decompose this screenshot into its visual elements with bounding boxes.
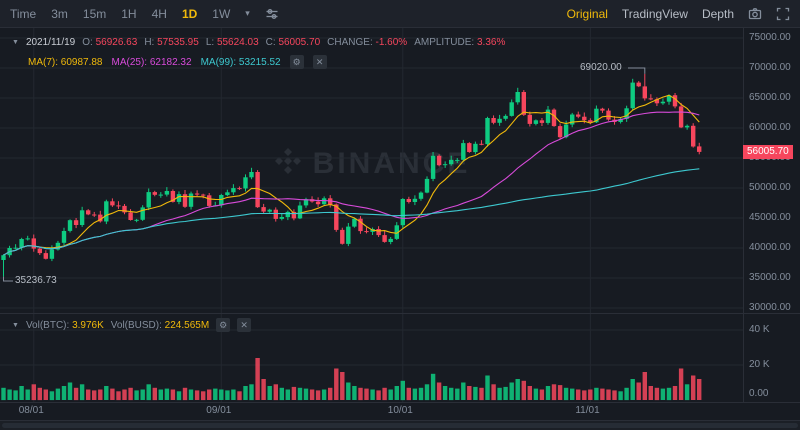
price-axis-label: 35000.00	[749, 272, 791, 283]
vol-busd-label: Vol(BUSD):	[110, 319, 162, 331]
candlestick-chart-canvas[interactable]	[0, 28, 800, 420]
volume-close-button[interactable]: ✕	[237, 318, 252, 332]
tab-tradingview[interactable]: TradingView	[621, 6, 688, 21]
price-axis-label: 30000.00	[749, 302, 791, 313]
interval-1h[interactable]: 1H	[121, 6, 137, 21]
vol-btc-value: 3.976K	[72, 319, 104, 331]
time-label: Time	[10, 6, 37, 21]
watermark-text: BINANCE	[312, 146, 471, 180]
ohlc-readout: ▼ 2021/11/19 O: 56926.63 H: 57535.95 L: …	[12, 37, 505, 48]
chart-area: BINANCE ▼ 2021/11/19 O: 56926.63 H: 5753…	[0, 28, 800, 420]
chevron-down-icon[interactable]: ▾	[245, 8, 250, 18]
amplitude-value: 3.36%	[476, 37, 506, 48]
time-axis-label: 09/01	[206, 405, 232, 416]
binance-watermark: BINANCE	[0, 146, 743, 181]
tab-original[interactable]: Original	[566, 6, 608, 21]
chart-toolbar: Time 3m 15m 1H 4H 1D 1W ▾ Original Tradi…	[0, 0, 800, 28]
price-axis-label: 70000.00	[749, 62, 791, 73]
ma25-value: 62182.32	[149, 56, 192, 68]
ma7-value: 60987.88	[60, 56, 103, 68]
interval-1w[interactable]: 1W	[212, 6, 231, 21]
open-value: 56926.63	[95, 37, 138, 48]
binance-logo-icon	[273, 146, 303, 181]
price-axis-label: 60000.00	[749, 122, 791, 133]
high-label: H:	[144, 37, 155, 48]
price-axis-label: 65000.00	[749, 92, 791, 103]
collapse-chevron-icon[interactable]: ▼	[12, 39, 19, 46]
vol-busd-value: 224.565M	[164, 319, 210, 331]
amplitude-label: AMPLITUDE:	[414, 37, 475, 48]
change-value: -1.60%	[375, 37, 408, 48]
ma99-value: 53215.52	[238, 56, 281, 68]
price-axis-label: 45000.00	[749, 212, 791, 223]
ma99-label: MA(99):	[200, 56, 237, 68]
low-value: 55624.03	[216, 37, 259, 48]
close-label: C:	[265, 37, 276, 48]
price-axis-label: 40000.00	[749, 242, 791, 253]
interval-15m[interactable]: 15m	[82, 6, 107, 21]
ma-close-button[interactable]: ✕	[312, 55, 327, 69]
high-value: 57535.95	[157, 37, 199, 48]
chart-scrollbar	[0, 420, 800, 430]
interval-3m[interactable]: 3m	[51, 6, 68, 21]
camera-icon[interactable]	[748, 7, 762, 21]
ma-settings-button[interactable]: ⚙	[289, 55, 304, 69]
interval-4h[interactable]: 4H	[151, 6, 167, 21]
time-axis-label: 10/01	[387, 405, 413, 416]
time-axis[interactable]: 08/01 09/01 10/01 11/01	[0, 405, 743, 420]
close-value: 56005.70	[278, 37, 321, 48]
ma25-label: MA(25):	[111, 56, 148, 68]
volume-settings-button[interactable]: ⚙	[216, 318, 231, 332]
last-price-tag: 56005.70	[743, 145, 793, 159]
tab-depth[interactable]: Depth	[701, 6, 734, 21]
chart-settings-icon[interactable]	[265, 7, 279, 21]
highest-price-annotation: 69020.00	[580, 62, 622, 73]
change-label: CHANGE:	[327, 37, 373, 48]
ohlc-date: 2021/11/19	[25, 37, 76, 48]
time-axis-label: 11/01	[575, 405, 600, 416]
time-axis-label: 08/01	[18, 405, 44, 416]
open-label: O:	[82, 37, 93, 48]
volume-axis-label: 0.00	[749, 388, 769, 399]
lowest-price-annotation: 35236.73	[15, 275, 57, 286]
volume-axis-label: 20 K	[749, 359, 770, 370]
price-axis-label: 50000.00	[749, 182, 791, 193]
volume-readout: ▼ Vol(BTC): 3.976K Vol(BUSD): 224.565M ⚙…	[12, 318, 252, 332]
ma7-label: MA(7):	[28, 56, 58, 68]
ma-readout: MA(7): 60987.88 MA(25): 62182.32 MA(99):…	[28, 55, 327, 69]
interval-1d[interactable]: 1D	[181, 6, 198, 21]
fullscreen-icon[interactable]	[776, 7, 790, 21]
volume-axis-label: 40 K	[749, 324, 770, 335]
price-axis[interactable]: 75000.0070000.0065000.0060000.0055000.00…	[743, 28, 800, 402]
price-axis-label: 75000.00	[749, 32, 791, 43]
low-label: L:	[205, 37, 215, 48]
vol-btc-label: Vol(BTC):	[25, 319, 70, 331]
scrollbar-thumb[interactable]	[2, 423, 798, 428]
volume-collapse-chevron-icon[interactable]: ▼	[12, 321, 19, 329]
